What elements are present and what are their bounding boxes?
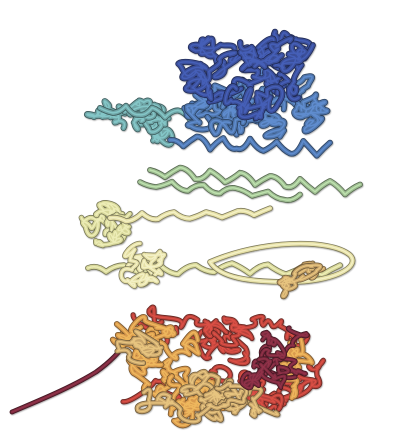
bottom-domain-tan-strand-highlight [116, 330, 163, 364]
middle-tan-knot-highlight [278, 264, 321, 298]
top-domain-navy-strand-highlight [224, 85, 284, 119]
bottom-domain-tan-strand-highlight [136, 382, 247, 423]
blue-strand-lower-highlight [169, 135, 331, 157]
bottom-domain-orange-strand-highlight [154, 331, 205, 388]
terminal-tail-highlight [11, 339, 129, 413]
middle-hairpin-loop-highlight [209, 243, 354, 283]
bottom-domain-maroon-strand-highlight [252, 331, 296, 379]
sage-strand-highlight [149, 166, 361, 196]
terminal-tail [10, 338, 130, 414]
bottom-domain-tan-strand-highlight [219, 383, 262, 417]
bottom-domain-maroon-strand-highlight [241, 358, 286, 389]
terminal-tail-outline [9, 337, 131, 415]
top-domain-blue-strand-highlight [210, 110, 285, 138]
top-domain-navy-strand-highlight [177, 51, 236, 100]
top-domain-navy-strand-highlight [239, 37, 293, 70]
sage-strand-lower-highlight [139, 180, 301, 201]
middle-cream-tangle-highlight [120, 242, 158, 287]
middle-yellow-strand-highlight [109, 207, 271, 223]
bottom-domain-orange-strand-highlight [168, 375, 205, 427]
top-domain-blue-strand-highlight [293, 93, 328, 132]
